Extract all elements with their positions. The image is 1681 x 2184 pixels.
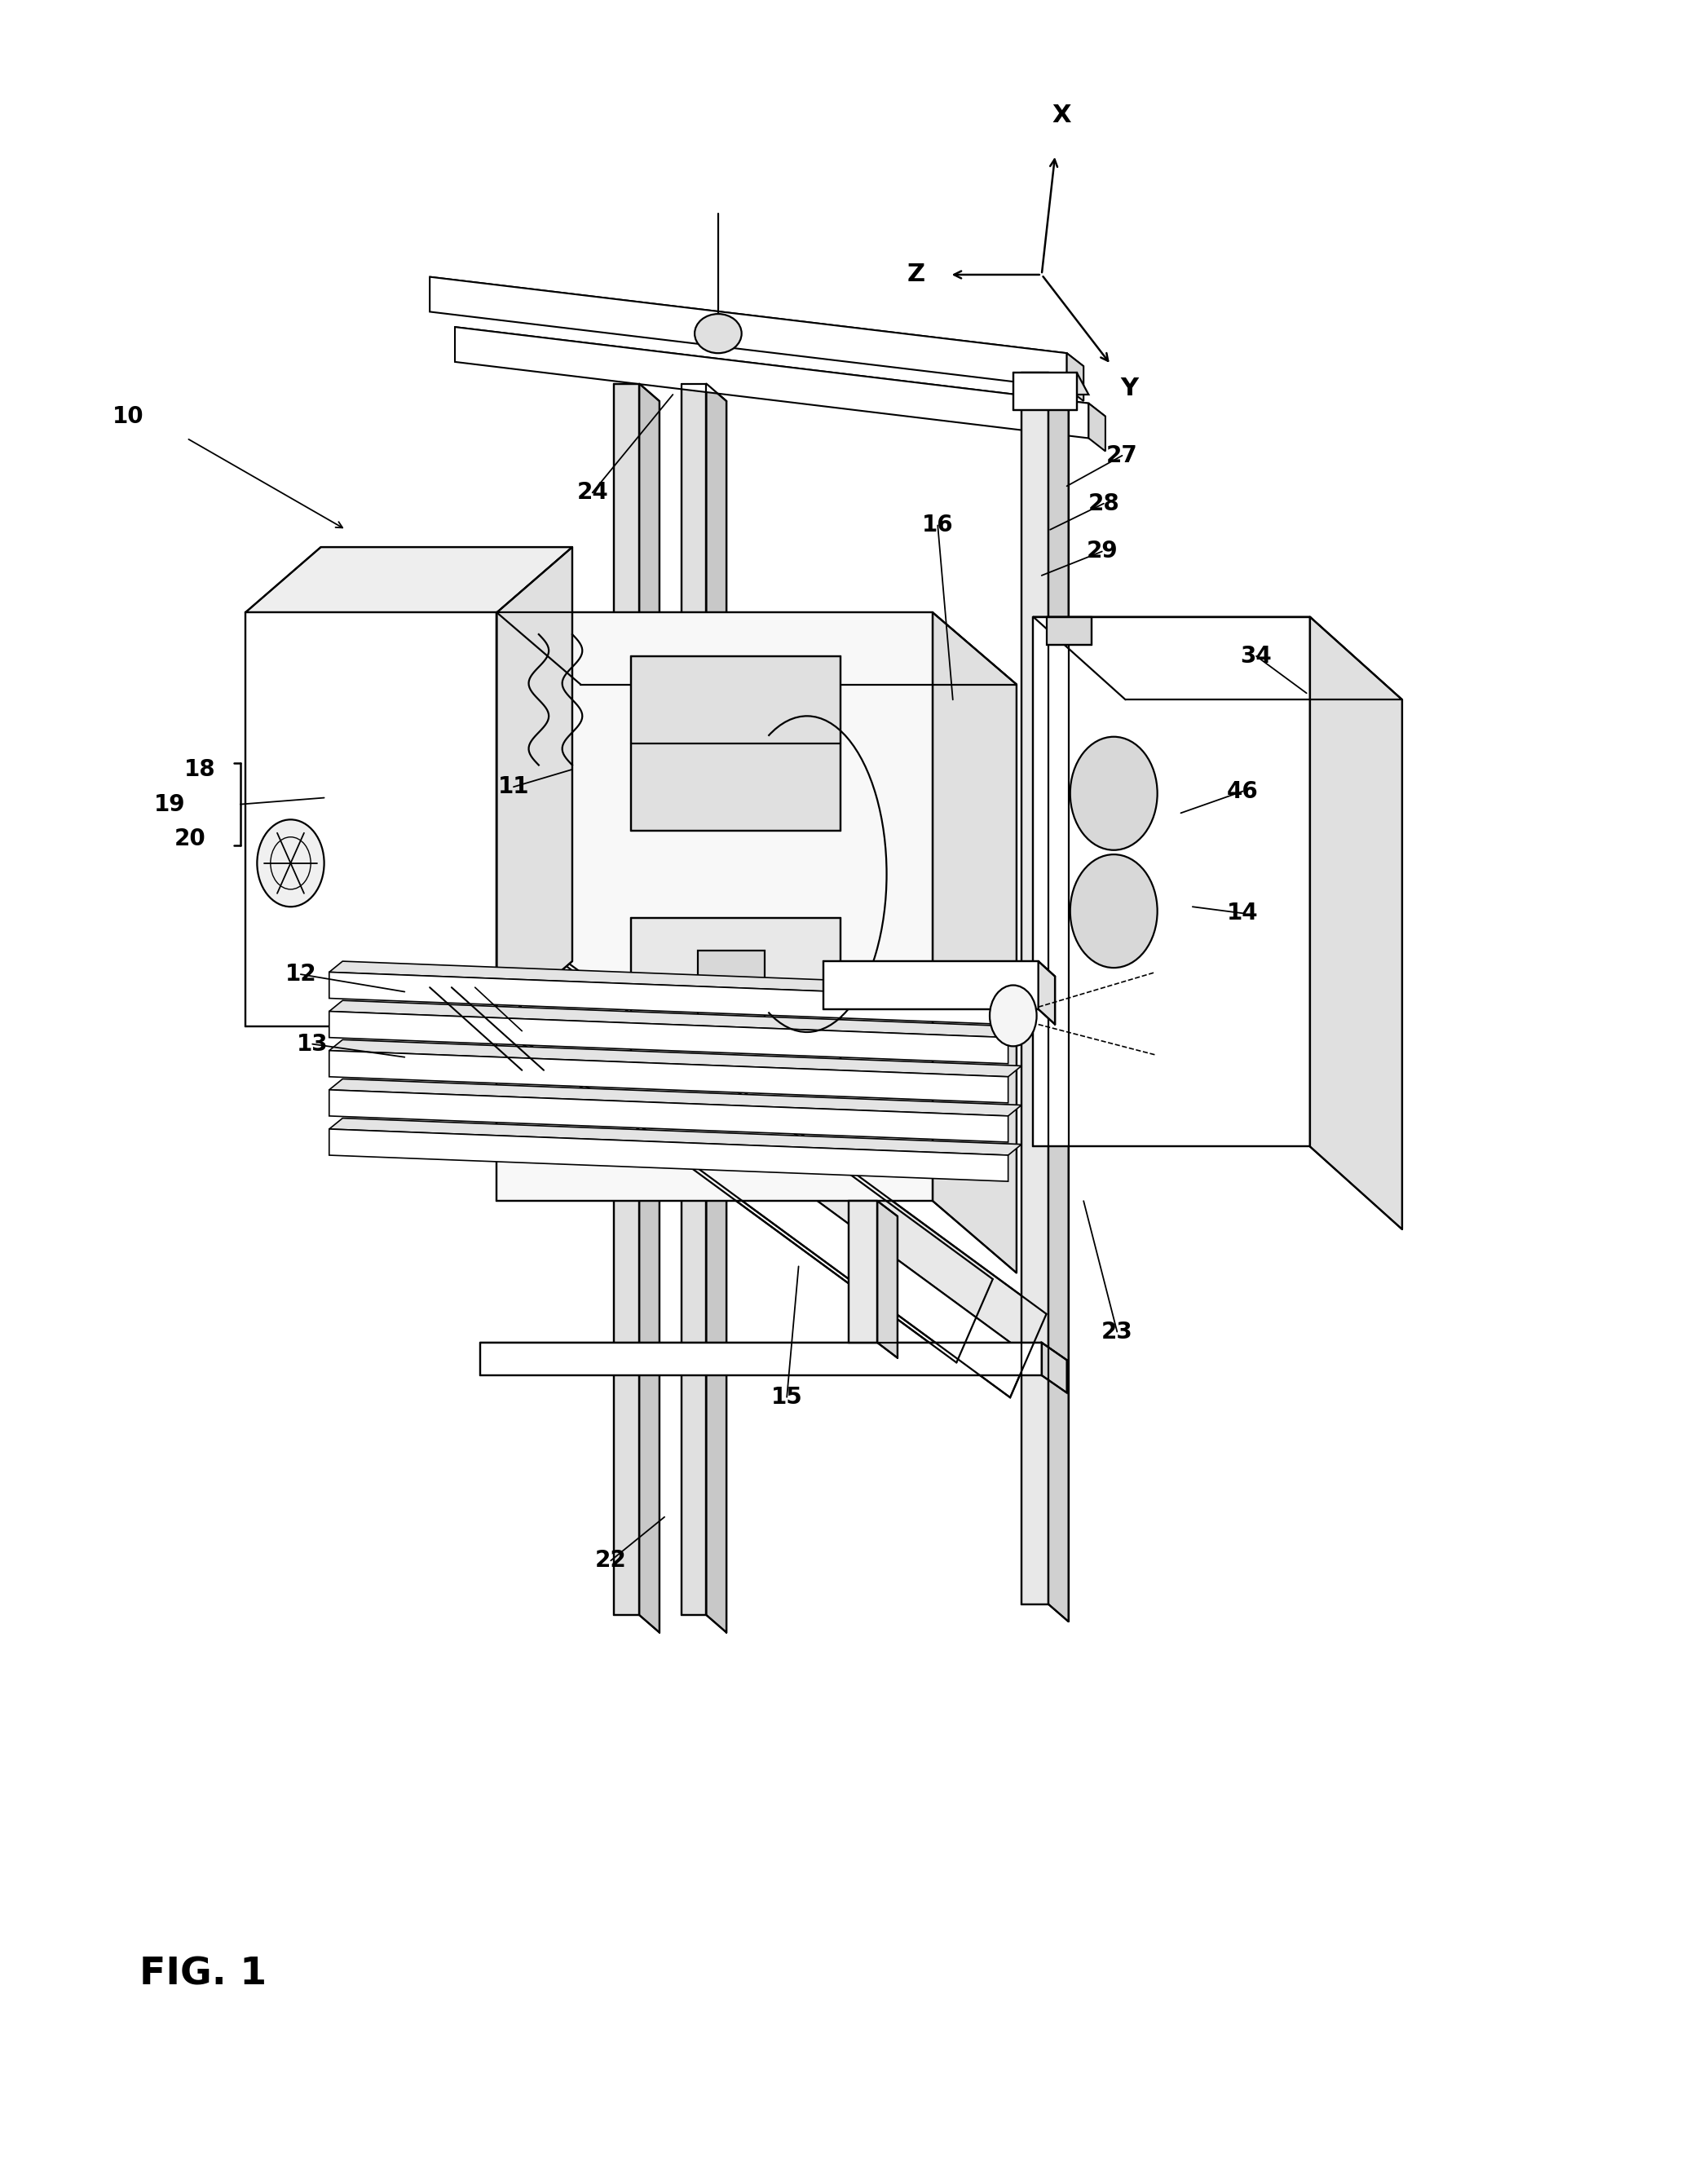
- Polygon shape: [509, 933, 1046, 1356]
- Text: 14: 14: [1227, 902, 1259, 924]
- Polygon shape: [630, 917, 840, 1070]
- Polygon shape: [1034, 616, 1402, 699]
- Polygon shape: [824, 961, 1039, 1009]
- Polygon shape: [245, 612, 498, 1026]
- Polygon shape: [481, 1343, 1042, 1376]
- Polygon shape: [639, 384, 659, 1631]
- Polygon shape: [329, 961, 1022, 998]
- Polygon shape: [706, 384, 726, 1631]
- Text: 18: 18: [185, 758, 215, 782]
- Circle shape: [990, 985, 1037, 1046]
- Polygon shape: [498, 548, 572, 1026]
- Text: 24: 24: [577, 480, 609, 505]
- Polygon shape: [1042, 1343, 1067, 1393]
- Polygon shape: [1034, 616, 1309, 1147]
- Text: FIG. 1: FIG. 1: [140, 1957, 267, 1994]
- Polygon shape: [877, 1201, 898, 1358]
- Text: Y: Y: [1120, 378, 1138, 400]
- Ellipse shape: [694, 314, 741, 354]
- Polygon shape: [1022, 373, 1049, 1605]
- Polygon shape: [329, 1051, 1009, 1103]
- Text: X: X: [1052, 105, 1071, 127]
- Polygon shape: [1309, 616, 1402, 1230]
- Polygon shape: [491, 974, 1029, 1398]
- Polygon shape: [329, 1011, 1009, 1064]
- Text: 29: 29: [1086, 539, 1118, 563]
- Polygon shape: [329, 1000, 1022, 1037]
- Polygon shape: [1014, 373, 1078, 411]
- Polygon shape: [456, 898, 993, 1321]
- Polygon shape: [329, 1090, 1009, 1142]
- Polygon shape: [329, 1079, 1022, 1116]
- Polygon shape: [698, 950, 765, 1037]
- Polygon shape: [430, 277, 1084, 367]
- Polygon shape: [329, 1118, 1022, 1155]
- Polygon shape: [1067, 354, 1084, 402]
- Text: 20: 20: [175, 828, 205, 850]
- Text: 23: 23: [1101, 1321, 1133, 1343]
- Polygon shape: [824, 961, 1056, 976]
- Polygon shape: [456, 328, 1106, 417]
- Text: 10: 10: [113, 404, 145, 428]
- Polygon shape: [245, 548, 572, 612]
- Polygon shape: [1014, 373, 1089, 395]
- Polygon shape: [329, 972, 1009, 1024]
- Polygon shape: [437, 939, 975, 1363]
- Polygon shape: [630, 655, 840, 830]
- Text: 15: 15: [772, 1385, 802, 1409]
- Polygon shape: [681, 384, 706, 1616]
- Polygon shape: [1047, 616, 1093, 644]
- Polygon shape: [1039, 961, 1056, 1024]
- Circle shape: [257, 819, 324, 906]
- Circle shape: [1071, 854, 1157, 968]
- Polygon shape: [329, 1040, 1022, 1077]
- Text: 34: 34: [1241, 644, 1273, 668]
- Text: 46: 46: [1227, 780, 1259, 804]
- Text: 12: 12: [286, 963, 316, 985]
- Polygon shape: [849, 1201, 877, 1343]
- Polygon shape: [498, 612, 933, 1201]
- Polygon shape: [329, 1129, 1009, 1182]
- Text: Z: Z: [908, 262, 925, 286]
- Polygon shape: [481, 1343, 1067, 1361]
- Text: 27: 27: [1106, 443, 1138, 467]
- Polygon shape: [933, 612, 1017, 1273]
- Circle shape: [1071, 736, 1157, 850]
- Text: 19: 19: [155, 793, 185, 815]
- Polygon shape: [1049, 373, 1069, 1621]
- Text: 22: 22: [595, 1548, 627, 1572]
- Polygon shape: [456, 328, 1089, 439]
- Polygon shape: [430, 277, 1067, 389]
- Polygon shape: [1089, 404, 1106, 452]
- Text: 28: 28: [1088, 491, 1120, 515]
- Polygon shape: [498, 612, 1017, 684]
- Text: 13: 13: [296, 1033, 328, 1055]
- Text: 16: 16: [921, 513, 953, 537]
- Polygon shape: [614, 384, 639, 1616]
- Text: 11: 11: [498, 775, 530, 799]
